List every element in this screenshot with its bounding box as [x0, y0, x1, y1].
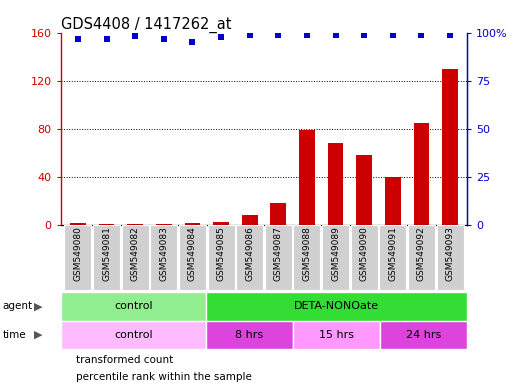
Point [131, 33, 139, 39]
Point [159, 36, 168, 42]
Point [303, 32, 311, 38]
Bar [242, 215, 258, 225]
Bar [413, 122, 429, 225]
Bar [380, 225, 407, 290]
Text: GSM549090: GSM549090 [360, 227, 369, 281]
Text: GSM549084: GSM549084 [188, 227, 197, 281]
Text: DETA-NONOate: DETA-NONOate [294, 301, 379, 311]
Text: GSM549088: GSM549088 [303, 227, 312, 281]
Text: GSM549080: GSM549080 [73, 227, 82, 281]
Bar [442, 69, 458, 225]
Text: 15 hrs: 15 hrs [319, 330, 354, 340]
Text: GDS4408 / 1417262_at: GDS4408 / 1417262_at [61, 17, 231, 33]
Bar [121, 225, 148, 290]
Text: GSM549092: GSM549092 [417, 227, 426, 281]
Bar [206, 321, 293, 349]
Point [332, 32, 340, 38]
Bar [270, 203, 286, 225]
Text: transformed count: transformed count [76, 355, 173, 365]
Point [389, 32, 397, 38]
Bar [93, 225, 120, 290]
Point [274, 32, 282, 38]
Text: control: control [114, 301, 153, 311]
Bar [380, 321, 467, 349]
Point [246, 32, 254, 38]
Text: ▶: ▶ [34, 330, 42, 340]
Bar [213, 222, 229, 225]
Text: GSM549083: GSM549083 [159, 227, 168, 281]
Text: GSM549086: GSM549086 [245, 227, 254, 281]
Point [188, 39, 196, 45]
Point [102, 36, 111, 42]
Bar [299, 130, 315, 225]
Point [417, 32, 426, 38]
Text: GSM549093: GSM549093 [446, 227, 455, 281]
Bar [351, 225, 378, 290]
Text: GSM549081: GSM549081 [102, 227, 111, 281]
Bar [265, 225, 292, 290]
Text: time: time [3, 330, 26, 340]
Text: GSM549087: GSM549087 [274, 227, 283, 281]
Bar [156, 224, 172, 225]
Bar [408, 225, 435, 290]
Bar [328, 143, 343, 225]
Bar [179, 225, 206, 290]
Bar [236, 225, 263, 290]
Bar [294, 225, 320, 290]
Text: control: control [114, 330, 153, 340]
Point [74, 36, 82, 42]
Point [217, 35, 225, 41]
Text: percentile rank within the sample: percentile rank within the sample [76, 372, 251, 382]
Bar [206, 292, 467, 321]
Bar [70, 223, 86, 225]
Bar [385, 177, 401, 225]
Point [360, 32, 369, 38]
Bar [293, 321, 380, 349]
Bar [64, 225, 91, 290]
Bar [322, 225, 349, 290]
Bar [185, 223, 200, 225]
Bar [437, 225, 464, 290]
Text: agent: agent [3, 301, 33, 311]
Bar [150, 225, 177, 290]
Bar [99, 224, 115, 225]
Bar [208, 225, 234, 290]
Bar [61, 321, 206, 349]
Point [446, 32, 454, 38]
Text: GSM549085: GSM549085 [216, 227, 225, 281]
Bar [356, 155, 372, 225]
Text: 8 hrs: 8 hrs [235, 330, 263, 340]
Text: ▶: ▶ [34, 301, 42, 311]
Text: GSM549082: GSM549082 [130, 227, 140, 281]
Bar [61, 292, 206, 321]
Text: 24 hrs: 24 hrs [406, 330, 441, 340]
Text: GSM549091: GSM549091 [388, 227, 398, 281]
Text: GSM549089: GSM549089 [331, 227, 340, 281]
